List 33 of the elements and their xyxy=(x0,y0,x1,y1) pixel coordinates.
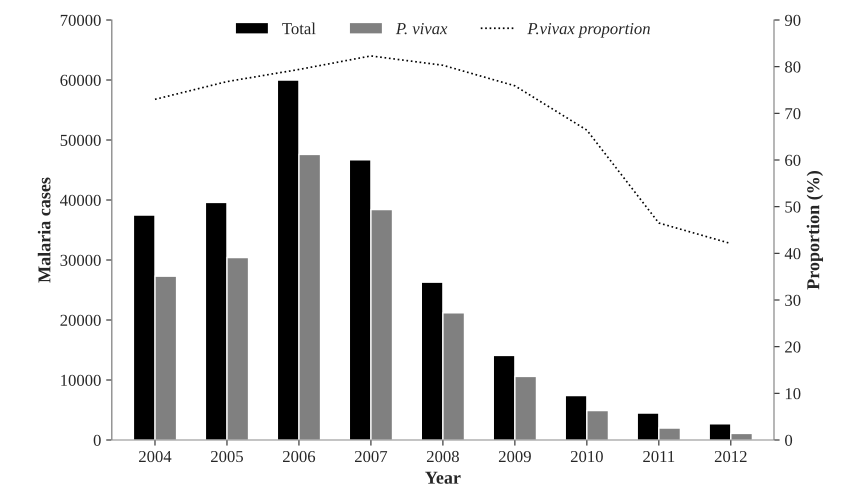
y-tick-label: 20000 xyxy=(60,314,101,326)
x-tick-label: 2009 xyxy=(498,450,531,462)
y2-tick-label: 20 xyxy=(785,341,800,353)
y2-tick-label: 70 xyxy=(786,108,800,120)
x-tick-label: 2011 xyxy=(643,450,674,462)
legend-label: Total xyxy=(282,22,316,34)
x-axis-title: Year xyxy=(425,472,461,484)
y-tick-label: 60000 xyxy=(60,74,101,86)
x-tick-label: 2012 xyxy=(714,450,747,462)
y2-tick-label: 80 xyxy=(785,61,800,73)
x-tick-label: 2004 xyxy=(139,450,172,462)
legend-label: P.vivax proportion xyxy=(527,23,650,38)
x-tick-label: 2008 xyxy=(426,450,459,462)
x-tick-label: 2006 xyxy=(283,450,316,462)
y2-tick-label: 40 xyxy=(784,248,800,260)
y-tick-label: 70000 xyxy=(60,14,101,26)
y-tick-label: 10000 xyxy=(61,374,101,386)
y-tick-label: 0 xyxy=(94,434,101,446)
y2-tick-label: 60 xyxy=(785,154,800,166)
y2-tick-label: 0 xyxy=(785,434,792,446)
x-tick-label: 2010 xyxy=(570,450,603,462)
legend-label: P. vivax xyxy=(396,23,448,34)
y2-tick-label: 10 xyxy=(786,388,800,400)
y-axis-title: Malaria cases xyxy=(38,178,50,283)
y2-tick-label: 50 xyxy=(785,201,800,213)
y-tick-label: 40000 xyxy=(60,194,101,206)
y2-axis-title: Proportion (%) xyxy=(806,171,824,290)
y-tick-label: 30000 xyxy=(60,254,101,266)
x-tick-label: 2007 xyxy=(354,450,388,462)
x-tick-label: 2005 xyxy=(211,450,243,462)
y-tick-label: 50000 xyxy=(60,134,101,146)
y2-tick-label: 30 xyxy=(785,294,800,306)
y2-tick-label: 90 xyxy=(784,14,800,26)
